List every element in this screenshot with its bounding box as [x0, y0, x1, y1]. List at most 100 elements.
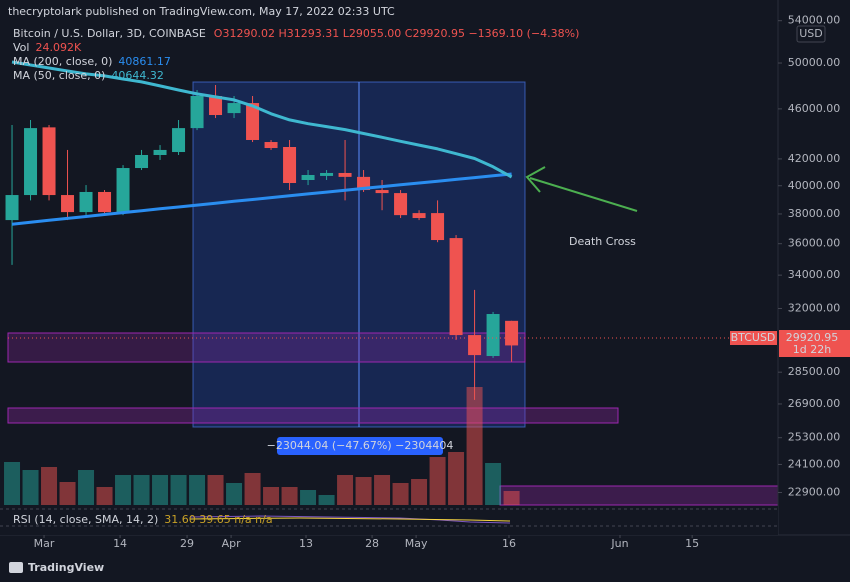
- volume-bar: [448, 452, 465, 505]
- volume-name: Vol: [13, 41, 29, 54]
- candle-body: [301, 174, 315, 181]
- support-zone: [499, 485, 779, 506]
- candle-body: [24, 128, 38, 196]
- price-tag: [779, 330, 850, 357]
- candle-body: [505, 320, 519, 346]
- x-tick-label: Mar: [34, 537, 55, 550]
- measure-label: −23044.04 (−47.67%) −2304404: [267, 439, 454, 452]
- candle-body: [135, 155, 149, 169]
- ma-line: [11, 60, 513, 179]
- x-tick-label: 16: [502, 537, 516, 550]
- y-tick-label: 36000.00: [788, 237, 841, 250]
- y-tick-label: 32000.00: [788, 301, 841, 314]
- price-tag-price: 29920.95: [786, 331, 839, 344]
- annotation-arrowhead: [525, 166, 546, 193]
- price-tag-countdown: 1d 22h: [793, 343, 831, 356]
- volume-bar: [115, 475, 132, 505]
- y-tick-label: 54000.00: [788, 14, 841, 27]
- y-tick-label: 50000.00: [788, 56, 841, 69]
- volume-bar: [300, 490, 317, 505]
- candle-body: [320, 172, 334, 176]
- x-tick-label: 29: [180, 537, 194, 550]
- x-tick-label: 28: [365, 537, 379, 550]
- legend-ma200: MA (200, close, 0): [13, 55, 112, 68]
- rsi-pane: [0, 506, 778, 535]
- volume-bar: [4, 462, 21, 505]
- quote: O31290.02 H31293.31 L29055.00 C29920.95 …: [214, 27, 580, 40]
- candle-body: [431, 213, 445, 241]
- rsi-line: [189, 515, 511, 524]
- candle-body: [98, 191, 112, 213]
- support-zone: [7, 407, 619, 424]
- volume-bar: [374, 475, 391, 505]
- legend-ma: MA (200, close, 0) 40861.17: [13, 55, 171, 68]
- volume-bar: [189, 475, 206, 505]
- header: thecryptolark published on TradingView.c…: [8, 5, 395, 18]
- candle-body: [190, 95, 204, 129]
- measure-label-box: [277, 437, 443, 455]
- volume-bar: [429, 457, 446, 505]
- candle-body: [283, 146, 297, 184]
- annotation: Death Cross: [569, 235, 636, 248]
- volume-bar: [503, 490, 520, 505]
- volume-value: 24.092K: [35, 41, 81, 54]
- y-tick-label: 42000.00: [788, 152, 841, 165]
- y-tick-label: 25300.00: [788, 431, 841, 444]
- candle-body: [79, 191, 93, 213]
- rsi-legend: RSI (14, close, SMA, 14, 2) 31.60 39.65 n…: [13, 513, 273, 526]
- y-tick-label: 24100.00: [788, 457, 841, 470]
- volume-bar: [226, 483, 243, 505]
- x-tick-label: May: [405, 537, 428, 550]
- volume-bar: [41, 467, 58, 505]
- plot: [4, 60, 520, 505]
- symbol-tag-text: BTCUSD: [731, 331, 776, 344]
- volume-bar: [355, 477, 372, 505]
- volume-bar: [485, 463, 502, 505]
- candle-body: [468, 335, 482, 356]
- candle-body: [116, 168, 130, 213]
- y-tick-label: 38000.00: [788, 207, 841, 220]
- rsi-sma: [189, 517, 511, 522]
- legend-volume: Vol 24.092K: [13, 41, 82, 54]
- candle-body: [394, 193, 408, 216]
- y-tick-label: 34000.00: [788, 268, 841, 281]
- candle-body: [42, 127, 56, 196]
- volume-bar: [152, 475, 169, 505]
- ma-line: [11, 172, 512, 226]
- candle-body: [412, 213, 426, 219]
- volume-bar: [96, 487, 113, 505]
- volume-bar: [411, 479, 428, 505]
- volume-bar: [133, 475, 150, 505]
- currency: USD: [799, 27, 823, 40]
- x-tick-label: 13: [299, 537, 313, 550]
- x-tick-label: Jun: [610, 537, 628, 550]
- footer-bar: [0, 555, 850, 582]
- y-tick-label: 28500.00: [788, 365, 841, 378]
- volume-bar: [466, 387, 483, 505]
- footer-logo: [9, 562, 23, 573]
- candle-body: [375, 190, 389, 194]
- rsi-label: RSI (14, close, SMA, 14, 2): [13, 513, 158, 526]
- ma200-value: 40861.17: [118, 55, 171, 68]
- volume-bar: [337, 475, 354, 505]
- volume-bar: [170, 475, 187, 505]
- candle-body: [172, 128, 186, 153]
- x-tick-label: 14: [113, 537, 127, 550]
- annotation-arrow: [529, 177, 638, 212]
- volume-bar: [22, 470, 39, 505]
- volume-bar: [78, 470, 95, 505]
- support-zone: [7, 332, 526, 363]
- candle-body: [264, 142, 278, 149]
- candle-body: [227, 103, 241, 114]
- candle-body: [61, 195, 75, 213]
- volume-bar: [392, 483, 409, 505]
- symbol-tag: [730, 331, 777, 345]
- y-tick-label: 46000.00: [788, 102, 841, 115]
- y-tick-label: 26900.00: [788, 397, 841, 410]
- volume-bar: [263, 487, 280, 505]
- ma50-value: 40644.32: [111, 69, 164, 82]
- candle-body: [486, 314, 500, 357]
- volume-bar: [207, 475, 224, 505]
- candle-body: [338, 172, 352, 177]
